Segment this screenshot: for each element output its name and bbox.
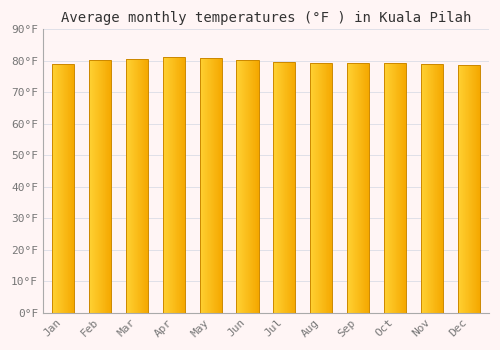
Bar [162,57,185,313]
Bar [310,63,332,313]
Bar [236,60,258,313]
Bar [420,64,443,313]
Bar [89,60,111,313]
Bar [458,65,479,313]
Bar [52,64,74,313]
Title: Average monthly temperatures (°F ) in Kuala Pilah: Average monthly temperatures (°F ) in Ku… [60,11,471,25]
Bar [347,63,369,313]
Bar [274,62,295,313]
Bar [126,59,148,313]
Bar [200,58,222,313]
Bar [384,63,406,313]
